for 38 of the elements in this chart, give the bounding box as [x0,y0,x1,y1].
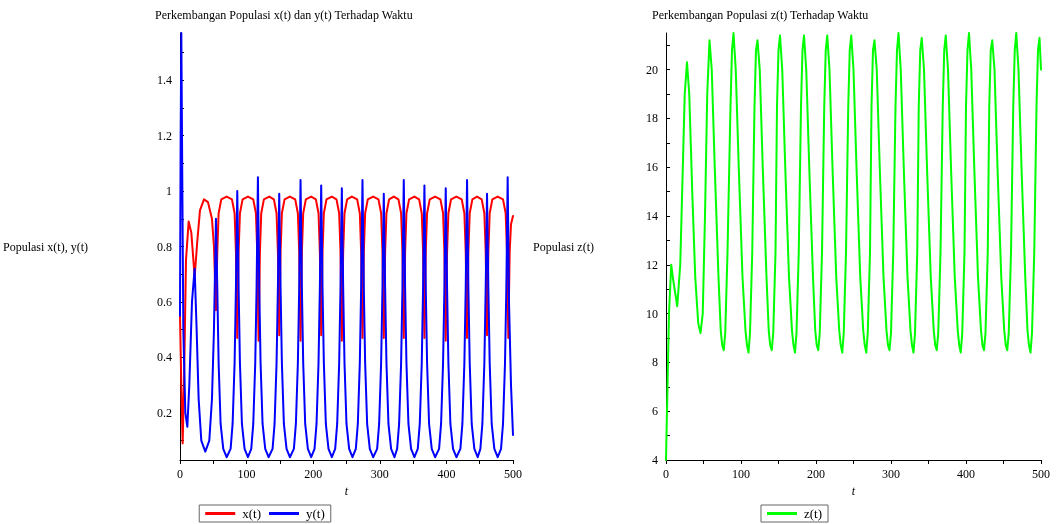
y-tick-label: 0.8 [156,239,172,254]
y-tick-label: 0.4 [156,350,172,365]
x-tick-label: 400 [437,467,456,481]
x-axis-title: t [344,483,349,498]
chart-title: Perkembangan Populasi z(t) Terhadap Waktu [652,8,869,22]
x-tick-label: 0 [176,467,183,481]
y-tick-label: 0.2 [156,405,172,420]
y-tick-label: 8 [651,355,658,370]
y-tick-label: 14 [645,209,658,223]
legend-label: z(t) [803,506,823,521]
y-axis-title: Populasi x(t), y(t) [2,239,88,254]
y-axis-title: Populasi z(t) [532,239,594,254]
y-tick-label: 1.4 [156,73,172,88]
y-tick-label: 20 [645,62,658,77]
chart-title: Perkembangan Populasi x(t) dan y(t) Terhadap Waktu [155,8,413,22]
legend-label: x(t) [242,506,262,521]
y-tick-label: 12 [645,257,658,272]
x-tick-label: 200 [806,467,825,481]
y-tick-label: 0.6 [156,294,172,309]
y-tick-label: 6 [651,404,658,419]
y-tick-label: 18 [645,111,658,126]
x-tick-label: 100 [731,467,750,481]
x-tick-label: 300 [370,467,389,481]
line-series [664,32,1042,461]
x-tick-label: 500 [504,467,522,481]
y-tick-label: 16 [645,160,658,175]
y-tick-label: 1.2 [156,128,172,143]
y-tick-label: 4 [651,453,658,467]
x-tick-label: 400 [957,467,975,481]
x-tick-label: 200 [304,467,323,481]
legend-label: y(t) [306,506,325,521]
x-tick-label: 300 [882,467,900,481]
x-tick-label: 0 [662,467,669,481]
x-axis-title: t [851,483,856,498]
x-tick-label: 500 [1032,467,1050,481]
y-tick-label: 10 [645,306,658,321]
x-tick-label: 100 [237,467,256,481]
y-tick-label: 1 [165,184,172,199]
